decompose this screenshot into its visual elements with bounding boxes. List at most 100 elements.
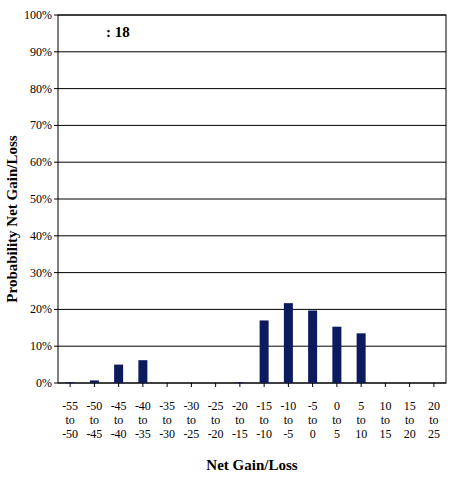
- y-axis-label: Probability Net Gain/Loss: [4, 135, 20, 302]
- x-tick-label: -25to-20: [208, 399, 224, 441]
- x-tick: [336, 383, 337, 387]
- bar: [138, 360, 147, 383]
- y-tick-label: 10%: [30, 339, 52, 353]
- x-tick-label: -30to-25: [183, 399, 199, 441]
- y-tick-label: 0%: [36, 376, 52, 390]
- x-tick-label-line: to: [211, 413, 220, 427]
- x-tick-label-line: -40: [111, 427, 127, 441]
- x-tick: [191, 383, 192, 387]
- x-tick-label: -35to-30: [159, 399, 175, 441]
- x-tick-label-line: -20: [208, 427, 224, 441]
- x-tick-label-line: -5: [283, 427, 293, 441]
- x-tick-label-line: to: [114, 413, 123, 427]
- bar: [90, 380, 99, 383]
- chart: 0%10%20%30%40%50%60%70%80%90%100%-55to-5…: [0, 0, 450, 477]
- x-tick-label-line: 20: [428, 399, 440, 413]
- x-tick-label-line: to: [405, 413, 414, 427]
- y-tick: [54, 15, 58, 16]
- x-tick-label-line: 20: [404, 427, 416, 441]
- grid-line: [58, 162, 446, 163]
- x-tick: [433, 383, 434, 387]
- x-tick-label-line: -45: [86, 427, 102, 441]
- bar: [357, 333, 366, 383]
- x-tick-label-line: 0: [310, 427, 316, 441]
- y-tick: [54, 162, 58, 163]
- x-tick: [167, 383, 168, 387]
- x-tick: [264, 383, 265, 387]
- y-tick: [54, 346, 58, 347]
- x-tick-label-line: 15: [379, 427, 391, 441]
- bar: [308, 311, 317, 383]
- x-tick-label-line: to: [235, 413, 244, 427]
- x-tick-label-line: -25: [208, 399, 224, 413]
- x-tick-label-line: -25: [183, 427, 199, 441]
- x-tick-label-line: 25: [428, 427, 440, 441]
- x-tick-label: -10to-5: [280, 399, 296, 441]
- y-tick: [54, 88, 58, 89]
- y-tick-label: 70%: [30, 118, 52, 132]
- y-tick-label: 30%: [30, 266, 52, 280]
- y-tick: [54, 272, 58, 273]
- x-tick-label-line: to: [356, 413, 365, 427]
- x-tick-label-line: -5: [308, 399, 318, 413]
- bar: [381, 383, 390, 384]
- x-tick-label-line: to: [65, 413, 74, 427]
- x-tick: [288, 383, 289, 387]
- x-tick-label: 0to5: [332, 399, 341, 441]
- x-tick: [118, 383, 119, 387]
- x-tick-label-line: -10: [256, 427, 272, 441]
- grid-line: [58, 199, 446, 200]
- x-tick-label-line: 10: [355, 427, 367, 441]
- x-tick-label-line: to: [308, 413, 317, 427]
- x-axis-label: Net Gain/Loss: [206, 457, 297, 473]
- x-tick-label: -5to0: [308, 399, 318, 441]
- x-tick-label-line: to: [259, 413, 268, 427]
- x-tick-label-line: -55: [62, 399, 78, 413]
- x-tick-label-line: -20: [232, 399, 248, 413]
- x-tick-label-line: -15: [232, 427, 248, 441]
- x-tick-label-line: -30: [183, 399, 199, 413]
- y-tick: [54, 199, 58, 200]
- x-tick: [385, 383, 386, 387]
- y-tick: [54, 235, 58, 236]
- y-tick: [54, 383, 58, 384]
- bar: [405, 383, 414, 384]
- y-tick-label: 20%: [30, 302, 52, 316]
- bar: [235, 382, 244, 383]
- bar: [66, 382, 75, 383]
- bars: [66, 303, 366, 383]
- plot-frame: [58, 15, 446, 383]
- x-tick: [142, 383, 143, 387]
- x-tick-label: -55to-50: [62, 399, 78, 441]
- x-tick: [312, 383, 313, 387]
- x-tick-label-line: 15: [404, 399, 416, 413]
- title: : 18: [106, 24, 130, 40]
- bar: [211, 383, 220, 384]
- x-tick: [215, 383, 216, 387]
- x-tick-label: 15to20: [404, 399, 416, 441]
- x-tick-label-line: to: [429, 413, 438, 427]
- x-tick-label: 20to25: [428, 399, 440, 441]
- x-tick-label-line: to: [90, 413, 99, 427]
- x-tick-label: -45to-40: [111, 399, 127, 441]
- grid-line: [58, 309, 446, 310]
- x-tick-label-line: to: [162, 413, 171, 427]
- y-tick-label: 60%: [30, 155, 52, 169]
- x-tick: [361, 383, 362, 387]
- x-tick-label: -40to-35: [135, 399, 151, 441]
- x-tick-label-line: -50: [62, 427, 78, 441]
- x-tick: [94, 383, 95, 387]
- x-tick: [239, 383, 240, 387]
- y-tick-label: 100%: [24, 8, 52, 22]
- bar: [187, 383, 196, 384]
- x-tick-label-line: to: [138, 413, 147, 427]
- y-tick: [54, 51, 58, 52]
- grid-line: [58, 346, 446, 347]
- x-tick-label-line: to: [332, 413, 341, 427]
- x-tick-label-line: 5: [358, 399, 364, 413]
- y-tick: [54, 309, 58, 310]
- y-tick-label: 80%: [30, 82, 52, 96]
- grid-line: [58, 125, 446, 126]
- x-tick-label-line: to: [284, 413, 293, 427]
- grid-line: [58, 235, 446, 236]
